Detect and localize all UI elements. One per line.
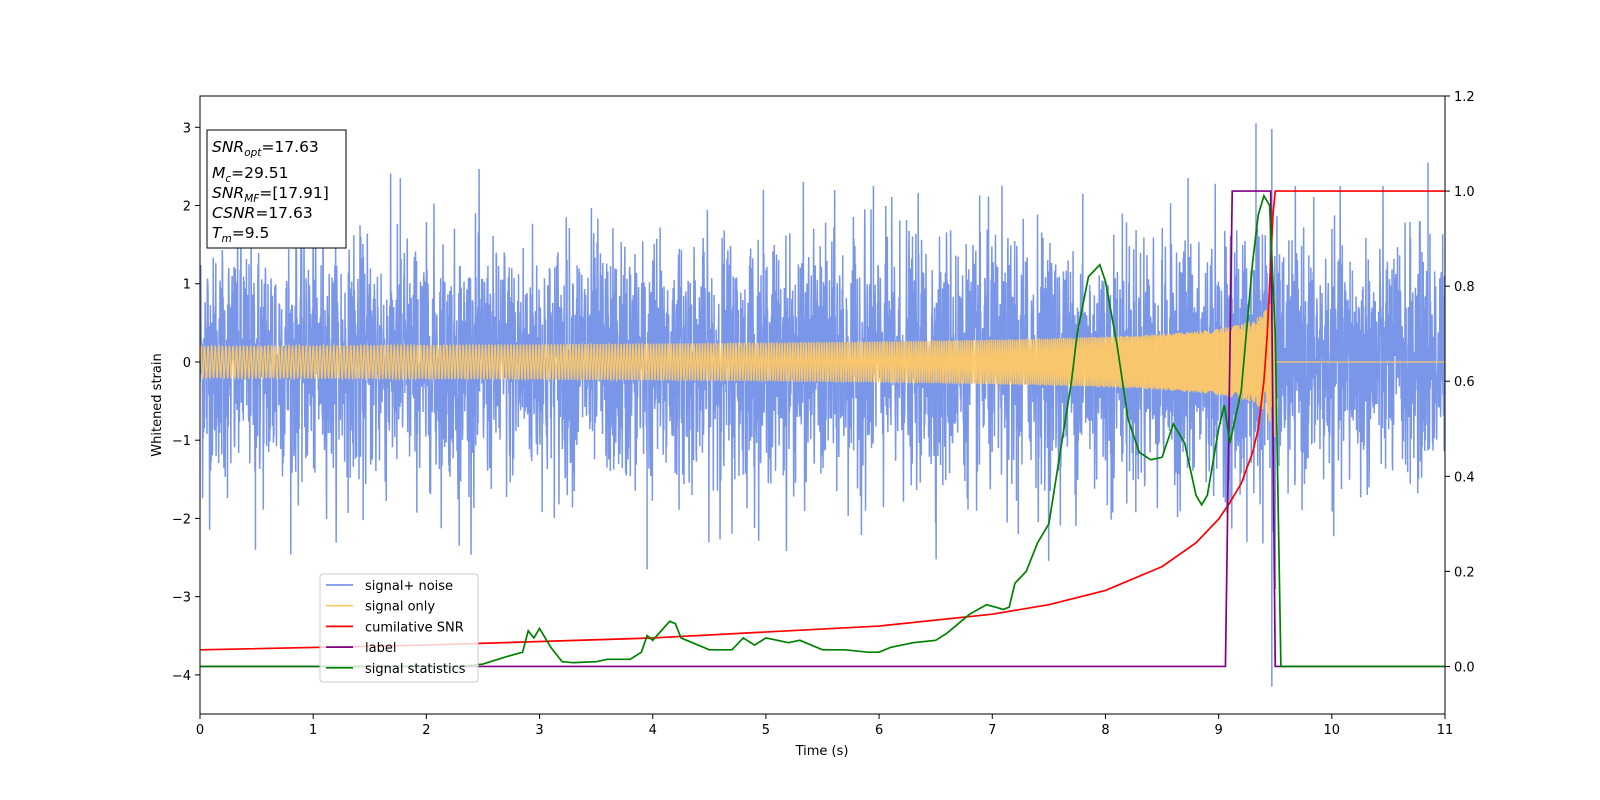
y-right-tick-label: 0.6 — [1454, 375, 1475, 390]
x-tick-label: 6 — [875, 723, 883, 738]
series-signal-statistics — [200, 193, 1445, 668]
info-snr-opt: SNRopt=17.63 — [212, 138, 319, 159]
info-box-frame — [206, 129, 347, 249]
info-tm: Tm=9.5 — [212, 224, 269, 245]
x-tick-label: 1 — [309, 723, 317, 738]
legend-label-signal-noise: signal+ noise — [365, 579, 453, 594]
y-left-tick-label: −4 — [172, 669, 191, 684]
info-snr-mf: SNRMF=[17.91] — [212, 184, 329, 205]
y-right-tick-label: 1.2 — [1454, 90, 1475, 105]
x-tick-label: 11 — [1437, 723, 1454, 738]
series-signal-only — [200, 290, 1445, 438]
y-right-tick-label: 1.0 — [1454, 185, 1475, 200]
y-left-tick-label: 3 — [183, 121, 191, 136]
series-layer — [200, 123, 1445, 687]
x-tick-label: 7 — [988, 723, 996, 738]
right-y-axis: 0.0 0.2 0.4 0.6 0.8 1.0 1.2 — [1445, 90, 1475, 675]
x-axis: 0 1 2 3 4 5 6 7 8 9 10 11 — [196, 714, 1453, 738]
y-right-tick-label: 0.4 — [1454, 470, 1475, 485]
legend: signal+ noise signal only cumilative SNR la… — [319, 573, 479, 683]
x-tick-label: 2 — [422, 723, 430, 738]
y-left-tick-label: −3 — [172, 591, 191, 606]
left-y-axis: −4 −3 −2 −1 0 1 2 3 — [172, 121, 200, 684]
y-right-tick-label: 0.0 — [1454, 660, 1475, 675]
x-tick-label: 4 — [649, 723, 657, 738]
series-signal-noise — [200, 123, 1445, 687]
legend-label-cumulative-snr: cumilative SNR — [365, 620, 464, 635]
legend-label-label: label — [365, 641, 396, 656]
info-csnr: CSNR=17.63 — [212, 204, 313, 222]
info-mc: Mc=29.51 — [212, 164, 289, 185]
plot-frame — [199, 95, 1446, 715]
legend-label-signal-only: signal only — [365, 600, 435, 615]
y-right-tick-label: 0.2 — [1454, 565, 1475, 580]
x-tick-label: 5 — [762, 723, 770, 738]
x-tick-label: 0 — [196, 723, 204, 738]
y-left-tick-label: −1 — [172, 434, 191, 449]
info-box: SNRopt=17.63 Mc=29.51 SNRMF=[17.91] CSNR… — [206, 129, 347, 249]
y-left-tick-label: 0 — [183, 356, 191, 371]
x-tick-label: 9 — [1214, 723, 1222, 738]
x-tick-label: 10 — [1324, 723, 1341, 738]
y-left-tick-label: −2 — [172, 512, 191, 527]
legend-label-signal-statistics: signal statistics — [365, 662, 466, 677]
y-right-tick-label: 0.8 — [1454, 280, 1475, 295]
x-axis-label: Time (s) — [795, 744, 849, 759]
x-tick-label: 3 — [535, 723, 543, 738]
series-cumulative-snr — [200, 190, 1445, 651]
legend-frame — [319, 573, 479, 683]
y-left-tick-label: 2 — [183, 200, 191, 215]
y-left-tick-label: 1 — [183, 278, 191, 293]
x-tick-label: 8 — [1101, 723, 1109, 738]
y-axis-label: Whitened strain — [150, 353, 165, 456]
